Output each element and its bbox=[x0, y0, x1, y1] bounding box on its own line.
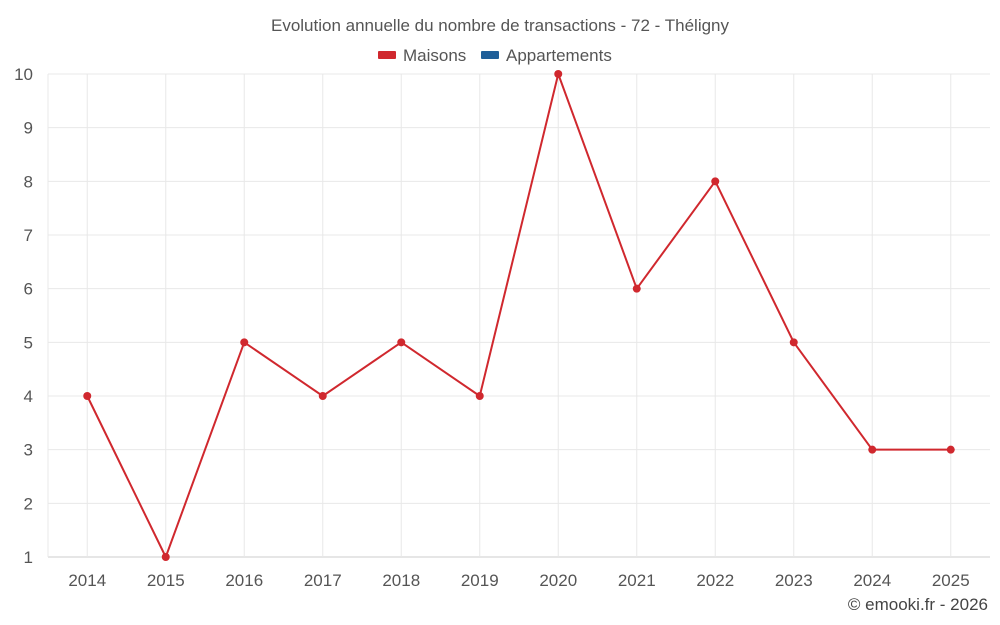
grid bbox=[47, 73, 990, 558]
data-point[interactable] bbox=[868, 445, 877, 454]
x-tick-label: 2018 bbox=[382, 571, 420, 590]
x-tick-label: 2019 bbox=[461, 571, 499, 590]
x-axis-ticks: 2014 2015 2016 2017 2018 2019 2020 2021 2022 2023… bbox=[68, 571, 969, 590]
x-tick-label: 2025 bbox=[932, 571, 970, 590]
data-point[interactable] bbox=[789, 338, 798, 347]
data-point[interactable] bbox=[397, 338, 406, 347]
credit-text: © emooki.fr - 2026 bbox=[848, 595, 988, 614]
legend-swatch-maisons bbox=[378, 51, 396, 59]
legend-item-maisons[interactable]: Maisons bbox=[378, 46, 466, 65]
x-tick-label: 2023 bbox=[775, 571, 813, 590]
legend-swatch-appartements bbox=[481, 51, 499, 59]
y-tick-label: 6 bbox=[24, 280, 33, 299]
series-line bbox=[86, 73, 951, 558]
x-tick-label: 2024 bbox=[853, 571, 891, 590]
data-point[interactable] bbox=[632, 284, 641, 293]
series-maisons bbox=[83, 70, 955, 561]
legend: Maisons Appartements bbox=[378, 46, 612, 65]
x-tick-label: 2014 bbox=[68, 571, 106, 590]
data-point[interactable] bbox=[161, 553, 170, 561]
chart-title: Evolution annuelle du nombre de transact… bbox=[271, 16, 730, 35]
x-tick-label: 2020 bbox=[539, 571, 577, 590]
data-point[interactable] bbox=[83, 392, 92, 400]
x-tick-label: 2015 bbox=[147, 571, 185, 590]
y-tick-label: 1 bbox=[24, 548, 33, 567]
data-point[interactable] bbox=[240, 338, 249, 347]
data-point[interactable] bbox=[475, 392, 484, 400]
data-point[interactable] bbox=[711, 177, 720, 186]
y-tick-label: 8 bbox=[24, 172, 33, 191]
legend-label-appartements: Appartements bbox=[506, 46, 612, 65]
data-point[interactable] bbox=[946, 445, 955, 454]
y-tick-label: 2 bbox=[24, 494, 33, 513]
x-tick-label: 2022 bbox=[696, 571, 734, 590]
x-tick-label: 2017 bbox=[304, 571, 342, 590]
legend-label-maisons: Maisons bbox=[403, 46, 466, 65]
legend-item-appartements[interactable]: Appartements bbox=[481, 46, 612, 65]
y-axis-ticks: 1 2 3 4 5 6 7 8 9 10 bbox=[14, 65, 33, 567]
data-point[interactable] bbox=[554, 70, 563, 78]
y-tick-label: 7 bbox=[24, 226, 33, 245]
y-tick-label: 9 bbox=[24, 119, 33, 138]
y-tick-label: 4 bbox=[24, 387, 33, 406]
y-tick-label: 10 bbox=[14, 65, 33, 84]
data-point[interactable] bbox=[318, 392, 327, 400]
x-tick-label: 2016 bbox=[225, 571, 263, 590]
y-tick-label: 5 bbox=[24, 333, 33, 352]
y-tick-label: 3 bbox=[24, 441, 33, 460]
x-tick-label: 2021 bbox=[618, 571, 656, 590]
